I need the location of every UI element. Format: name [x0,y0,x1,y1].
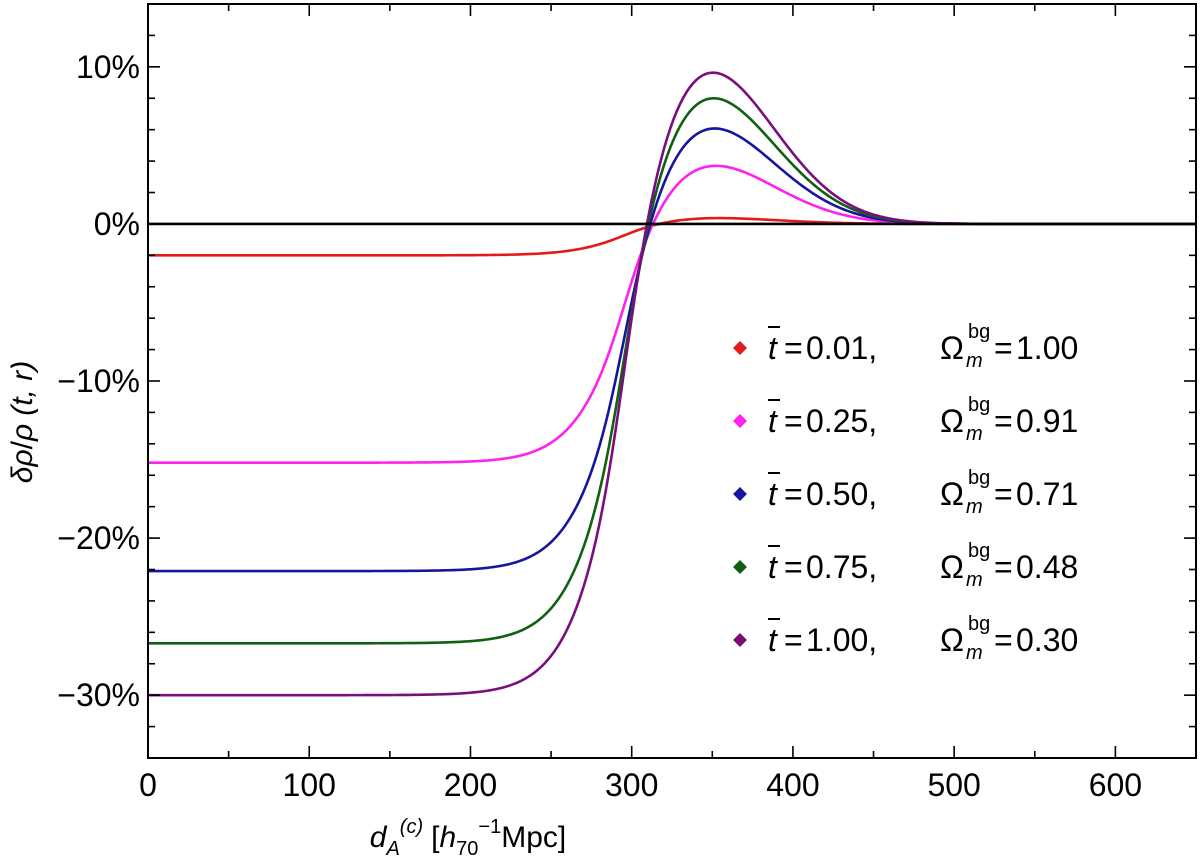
y-label-rho-2: ρ [6,424,39,442]
y-label-args: (t, r) [6,361,39,416]
legend-omega-sub: m [966,642,983,664]
y-tick-label: −20% [57,520,140,556]
x-label-unit-open: [ [431,821,440,854]
y-tick-label: 10% [76,49,140,85]
legend-equals-2: = [994,622,1013,658]
legend-equals-2: = [994,476,1013,512]
legend-t-symbol: t [768,622,778,658]
x-tick-label: 600 [1089,767,1142,803]
legend-omega-value: 0.30 [1016,622,1078,658]
legend-equals-2: = [994,549,1013,585]
x-label-unit-h-sub: 70 [456,838,478,860]
legend-omega-value: 1.00 [1016,330,1078,366]
legend-omega-sup: bg [968,613,990,635]
legend-omega-sup: bg [968,467,990,489]
legend-omega-sub: m [966,350,983,372]
y-axis-label: δρ/ρ(t, r) [6,361,39,483]
legend-omega-symbol: Ω [940,330,964,366]
legend-omega-symbol: Ω [940,622,964,658]
x-label-var: d [370,821,388,854]
y-tick-label: −10% [57,363,140,399]
x-label-unit-sup: −1 [478,816,501,838]
legend-omega-sup: bg [968,321,990,343]
legend-marker [733,487,747,501]
x-tick-label: 500 [927,767,980,803]
legend-t-symbol: t [768,330,778,366]
y-tick-label: 0% [94,206,140,242]
legend-omega-symbol: Ω [940,403,964,439]
legend-omega-sub: m [966,496,983,518]
legend-marker [733,414,747,428]
y-label-slash: / [6,440,39,449]
legend-marker [733,341,747,355]
plot-area: 0 100 200 300 400 500 600 −30% −20% −10% 0% 10% [57,3,1197,803]
legend-omega-symbol: Ω [940,549,964,585]
legend-omega-sup: bg [968,540,990,562]
legend-equals-1: = [784,476,803,512]
legend-equals-1: = [784,622,803,658]
legend-marker [733,560,747,574]
x-label-var-sup: (c) [400,816,423,838]
legend-equals-1: = [784,549,803,585]
legend-omega-value: 0.71 [1016,476,1078,512]
x-label-unit-h: h [439,821,456,854]
legend-t-symbol: t [768,403,778,439]
legend-t-symbol: t [768,476,778,512]
y-label-delta: δ [6,466,39,483]
legend-equals-2: = [994,403,1013,439]
legend-t-value: 1.00, [806,622,877,658]
legend-t-value: 0.50, [806,476,877,512]
legend-omega-symbol: Ω [940,476,964,512]
legend-omega-sup: bg [968,394,990,416]
x-tick-label: 0 [139,767,157,803]
legend-t-symbol: t [768,549,778,585]
series-group [148,71,1196,697]
x-tick-label: 100 [283,767,336,803]
legend-omega-value: 0.48 [1016,549,1078,585]
y-label-rho-1: ρ [6,449,39,467]
legend-equals-1: = [784,403,803,439]
y-tick-label: −30% [57,677,140,713]
x-tick-label: 200 [444,767,497,803]
legend-equals-2: = [994,330,1013,366]
legend-omega-sub: m [966,423,983,445]
x-tick-label: 400 [766,767,819,803]
x-label-unit-rest: Mpc] [501,821,566,854]
legend-omega-sub: m [966,569,983,591]
x-label-var-sub: A [385,838,399,860]
legend-t-value: 0.75, [806,549,877,585]
legend-omega-value: 0.91 [1016,403,1078,439]
legend-t-value: 0.01, [806,330,877,366]
legend-t-value: 0.25, [806,403,877,439]
x-tick-label: 300 [605,767,658,803]
legend-equals-1: = [784,330,803,366]
x-axis-label: dA(c) [h70−1Mpc] [370,816,566,860]
legend-marker [733,633,747,647]
